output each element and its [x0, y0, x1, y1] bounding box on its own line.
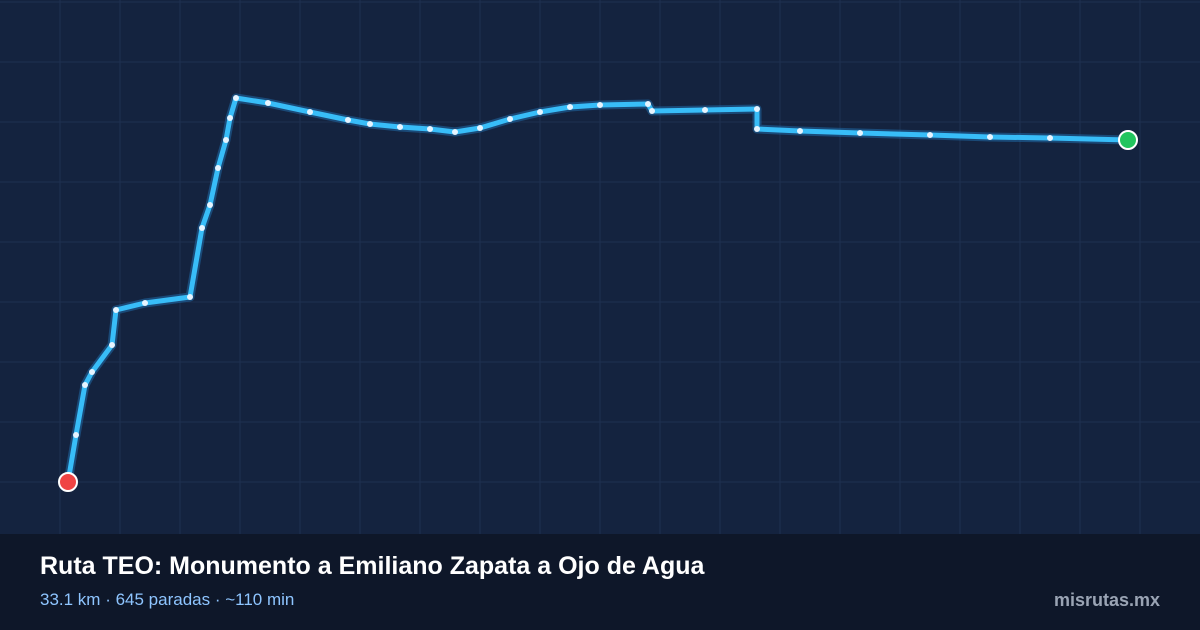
stops [73, 95, 1053, 438]
stop [89, 369, 95, 375]
stop [82, 382, 88, 388]
stop [797, 128, 803, 134]
stop [927, 132, 933, 138]
stop [142, 300, 148, 306]
stop [233, 95, 239, 101]
stop [649, 108, 655, 114]
stop [109, 342, 115, 348]
route-title: Ruta TEO: Monumento a Emiliano Zapata a … [40, 552, 705, 580]
stop [754, 106, 760, 112]
start-marker [58, 472, 78, 492]
stop [645, 101, 651, 107]
stop [113, 307, 119, 313]
stop [567, 104, 573, 110]
stop [367, 121, 373, 127]
stop [857, 130, 863, 136]
info-bar: Ruta TEO: Monumento a Emiliano Zapata a … [0, 534, 1200, 630]
end-marker [1118, 130, 1138, 150]
stop [702, 107, 708, 113]
grid [0, 0, 1200, 534]
stop [477, 125, 483, 131]
stop [507, 116, 513, 122]
stop [227, 115, 233, 121]
stop [597, 102, 603, 108]
stop [207, 202, 213, 208]
map [0, 0, 1200, 534]
route [65, 95, 1129, 483]
brand: misrutas.mx [1053, 590, 1160, 610]
route-stats: 33.1 km · 645 paradas · ~110 min [40, 590, 295, 609]
stop [397, 124, 403, 130]
stop [754, 126, 760, 132]
stop [537, 109, 543, 115]
route-glow [63, 93, 1129, 483]
stop [345, 117, 351, 123]
stop [1047, 135, 1053, 141]
stop [73, 432, 79, 438]
stop [199, 225, 205, 231]
stop [223, 137, 229, 143]
stop [987, 134, 993, 140]
stop [307, 109, 313, 115]
stop [187, 294, 193, 300]
stop [215, 165, 221, 171]
stop [427, 126, 433, 132]
stop [265, 100, 271, 106]
stop [452, 129, 458, 135]
